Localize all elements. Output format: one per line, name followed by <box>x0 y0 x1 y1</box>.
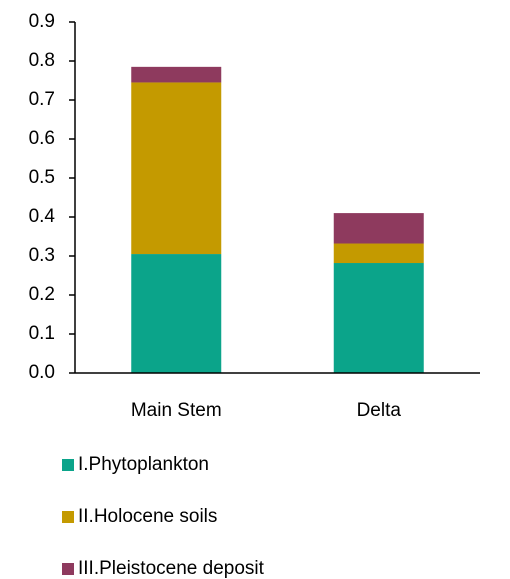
legend-label: I.Phytoplankton <box>78 454 209 475</box>
y-tick-label: 0.7 <box>29 89 55 110</box>
y-tick-label: 0.1 <box>29 323 55 344</box>
legend-swatch <box>62 511 74 523</box>
y-tick-label: 0.2 <box>29 284 55 305</box>
legend-swatch <box>62 563 74 575</box>
y-tick-label: 0.6 <box>29 128 55 149</box>
legend-label: II.Holocene soils <box>78 506 217 527</box>
y-tick-label: 0.3 <box>29 245 55 266</box>
y-tick-label: 0.4 <box>29 206 56 227</box>
bar-segment <box>131 82 222 255</box>
bar-segment <box>131 254 222 373</box>
bar-segment <box>333 263 424 373</box>
x-tick-label: Main Stem <box>131 400 222 421</box>
legend-label: III.Pleistocene deposit <box>78 558 265 579</box>
bar-segment <box>333 213 424 244</box>
y-tick-label: 0.9 <box>29 11 55 32</box>
y-tick-label: 0.5 <box>29 167 55 188</box>
bar-segment <box>131 66 222 83</box>
y-tick-label: 0.0 <box>29 362 55 383</box>
x-tick-label: Delta <box>357 400 402 421</box>
legend-swatch <box>62 459 74 471</box>
y-tick-label: 0.8 <box>29 50 55 71</box>
bar-segment <box>333 243 424 264</box>
